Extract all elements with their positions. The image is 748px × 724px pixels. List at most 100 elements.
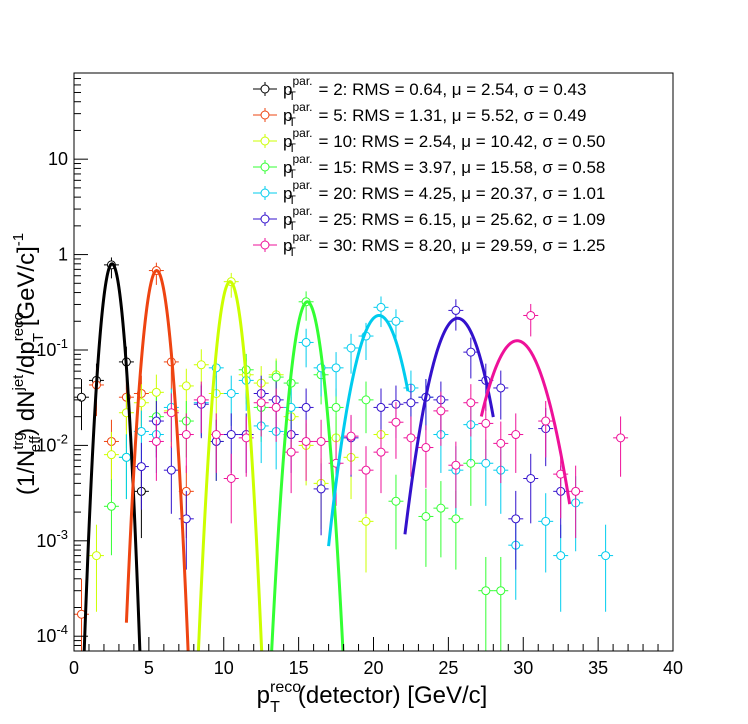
axes: 0 5 10 15 20 25 30 35 4010-410-310-210-1110preco… (10, 72, 683, 716)
x-tick-label: 20 (363, 658, 383, 678)
fit-curve-6 (479, 339, 572, 505)
x-tick-label: 10 (214, 658, 234, 678)
data-point (283, 429, 299, 494)
data-point (223, 453, 239, 524)
data-point (388, 402, 404, 459)
x-axis-title: preco T (detector) [GeV/c] (257, 679, 488, 716)
data-point (508, 490, 524, 570)
point-marker (511, 514, 521, 524)
data-point (133, 442, 149, 510)
y-tick-exponent: -1 (56, 336, 68, 351)
point-marker (301, 436, 311, 446)
point-marker (181, 430, 191, 440)
legend-marker (260, 110, 270, 120)
point-marker (316, 484, 326, 494)
point-marker (166, 465, 176, 475)
y-tick-exponent: -4 (56, 622, 68, 637)
data-point (178, 368, 194, 418)
point-marker (226, 388, 236, 398)
data-point (478, 556, 494, 651)
legend-entry-1: ppar. T = 5: RMS = 1.31, μ = 5.52, σ = 0.… (253, 100, 586, 129)
data-point (193, 381, 209, 434)
data-point (463, 384, 479, 437)
point-marker (376, 402, 386, 412)
point-marker (571, 486, 581, 496)
point-marker (316, 436, 326, 446)
legend-marker (260, 188, 270, 198)
x-tick-label: 35 (588, 658, 608, 678)
point-marker (526, 310, 536, 320)
data-point (298, 419, 314, 481)
x-tick-label: 5 (144, 658, 154, 678)
y-tick-label: 10-2 (36, 431, 68, 455)
data-point (358, 446, 374, 514)
fit-curve-5 (403, 316, 495, 535)
point-marker (361, 395, 371, 405)
point-marker (106, 501, 116, 511)
data-point (553, 524, 569, 612)
data-point (553, 449, 569, 519)
data-point (373, 296, 389, 328)
point-marker (526, 473, 536, 483)
y-tick-base: 10 (36, 435, 56, 455)
data-point (493, 370, 509, 420)
data-point (448, 441, 464, 509)
point-marker (436, 406, 446, 416)
point-marker (331, 402, 341, 412)
data-point (268, 388, 284, 442)
point-marker (271, 402, 281, 412)
point-marker (91, 551, 101, 561)
data-point (508, 413, 524, 473)
point-marker (346, 343, 356, 353)
point-marker (406, 398, 416, 408)
legend-marker (260, 136, 270, 146)
point-marker (361, 465, 371, 475)
data-point (433, 481, 449, 558)
data-point (493, 556, 509, 651)
data-point (493, 421, 509, 484)
point-marker (451, 460, 461, 470)
data-point (103, 479, 119, 556)
legend-label: ppar. T = 10: RMS = 2.54, μ = 10.42, σ = … (283, 126, 605, 155)
point-marker (181, 381, 191, 391)
data-point (433, 391, 449, 446)
legend-entry-6: ppar. T = 30: RMS = 8.20, μ = 29.59, σ = … (253, 230, 605, 259)
data-point (388, 309, 404, 344)
point-marker (151, 387, 161, 397)
legend: ppar. T = 2: RMS = 0.64, μ = 2.54, σ = 0.… (253, 74, 605, 259)
point-marker (496, 438, 506, 448)
point-marker (451, 305, 461, 315)
point-marker (361, 516, 371, 526)
point-marker (601, 551, 611, 561)
point-marker (106, 450, 116, 460)
x-tick-label: 40 (663, 658, 683, 678)
data-point (328, 352, 344, 397)
point-marker (481, 458, 491, 468)
fit-curve-2 (196, 280, 264, 651)
point-marker (331, 363, 341, 373)
data-point (343, 333, 359, 374)
fit-curve-3 (270, 300, 345, 651)
legend-entry-2: ppar. T = 10: RMS = 2.54, μ = 10.42, σ = … (253, 126, 605, 155)
data-point (523, 303, 539, 337)
data-point (358, 381, 374, 434)
point-marker (286, 447, 296, 457)
point-marker (376, 302, 386, 312)
y-tick-label: 10-3 (36, 527, 68, 551)
plot-marks (74, 257, 629, 651)
data-point (373, 429, 389, 494)
y-tick-label: 1 (58, 245, 68, 265)
point-marker (301, 337, 311, 347)
point-marker (466, 398, 476, 408)
data-point (328, 388, 344, 442)
legend-marker (260, 214, 270, 224)
data-point (538, 401, 554, 458)
y-axis-title: (1/Ntrgeff) dNjet/dpreco T [GeV/c]-1 (10, 233, 47, 495)
fit-curve-1 (124, 269, 190, 651)
point-marker (511, 430, 521, 440)
data-point (568, 465, 584, 539)
point-marker (406, 433, 416, 443)
y-tick-exponent: -3 (56, 527, 68, 542)
fit-curve-4 (327, 313, 410, 547)
legend-entry-3: ppar. T = 15: RMS = 3.97, μ = 15.58, σ = … (253, 152, 605, 181)
